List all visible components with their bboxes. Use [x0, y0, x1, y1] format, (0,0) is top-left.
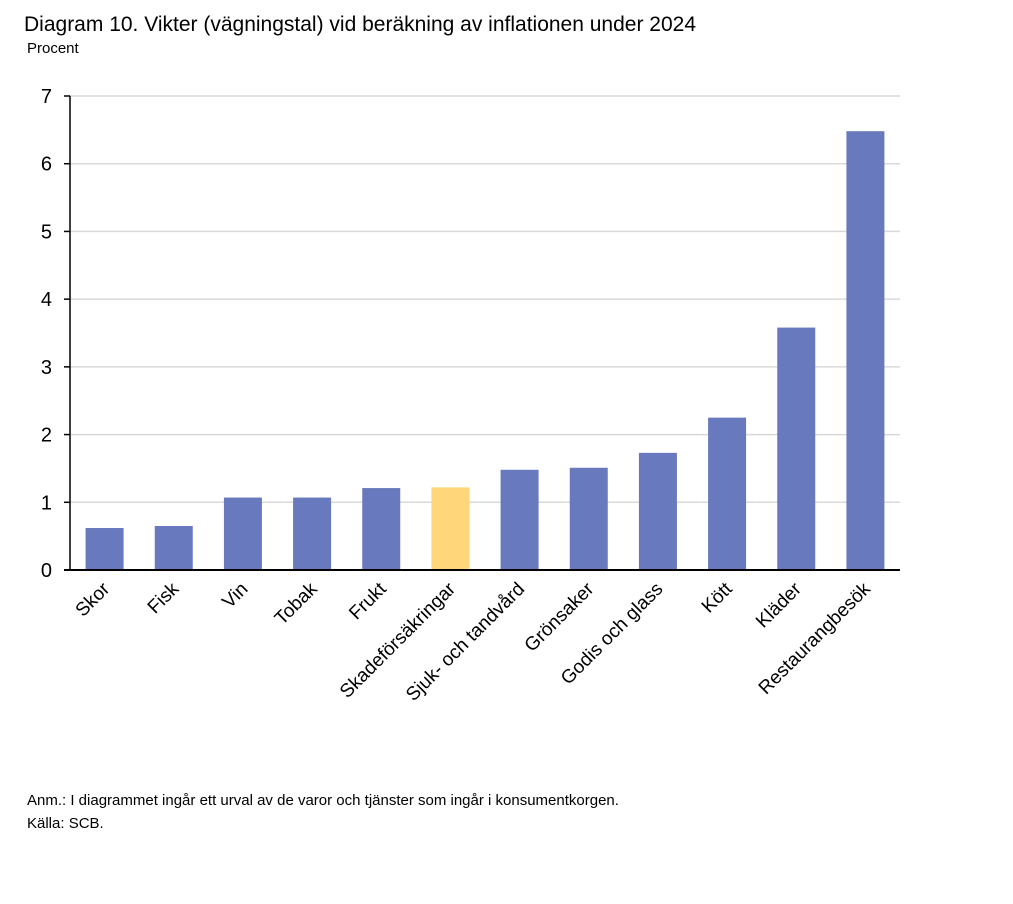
- y-tick-label: 7: [41, 86, 52, 108]
- chart-unit-label: Procent: [27, 40, 79, 57]
- x-tick-label: Fisk: [144, 578, 184, 618]
- x-tick-label: Skadeförsäkringar: [336, 578, 460, 702]
- bar: [708, 417, 747, 570]
- bar: [362, 488, 401, 570]
- bars: [85, 131, 885, 570]
- bar: [154, 525, 193, 570]
- chart-note: Anm.: I diagrammet ingår ett urval av de…: [27, 792, 619, 809]
- bar-chart: 0 1 2 3 4 5 6 7 Skor Fisk Vin Tobak FruktSkadeförsä…: [41, 86, 900, 706]
- x-tick-label: Tobak: [271, 578, 322, 629]
- bar: [431, 487, 470, 570]
- y-tick-label: 0: [41, 560, 52, 582]
- y-tick-label: 6: [41, 154, 52, 176]
- chart-title: Diagram 10. Vikter (vägningstal) vid ber…: [24, 13, 697, 36]
- bar: [638, 452, 677, 570]
- bar: [569, 467, 608, 570]
- y-tick-label: 3: [41, 357, 52, 379]
- x-tick-label: Vin: [218, 579, 252, 613]
- y-tick-label: 4: [41, 289, 52, 311]
- y-tick-label: 5: [41, 221, 52, 243]
- x-tick-label: Kläder: [752, 578, 806, 632]
- chart-source: Källa: SCB.: [27, 815, 104, 832]
- y-tick-label: 1: [41, 492, 52, 514]
- bar: [777, 327, 816, 570]
- axes: [64, 95, 900, 571]
- bar: [85, 528, 124, 570]
- x-tick-label: Frukt: [345, 578, 391, 624]
- gridlines: [70, 95, 900, 504]
- y-tick-labels: 0 1 2 3 4 5 6 7: [41, 86, 52, 582]
- bar: [293, 497, 332, 570]
- y-tick-label: 2: [41, 425, 52, 447]
- x-tick-label: Kött: [698, 578, 737, 617]
- bar: [500, 469, 539, 570]
- bar: [846, 131, 885, 570]
- x-tick-label: Skor: [72, 578, 115, 621]
- x-tick-label: Sjuk- och tandvård: [402, 579, 529, 706]
- x-tick-labels: Skor Fisk Vin Tobak FruktSkadeförsäkringarSj…: [72, 578, 876, 705]
- bar: [223, 497, 262, 570]
